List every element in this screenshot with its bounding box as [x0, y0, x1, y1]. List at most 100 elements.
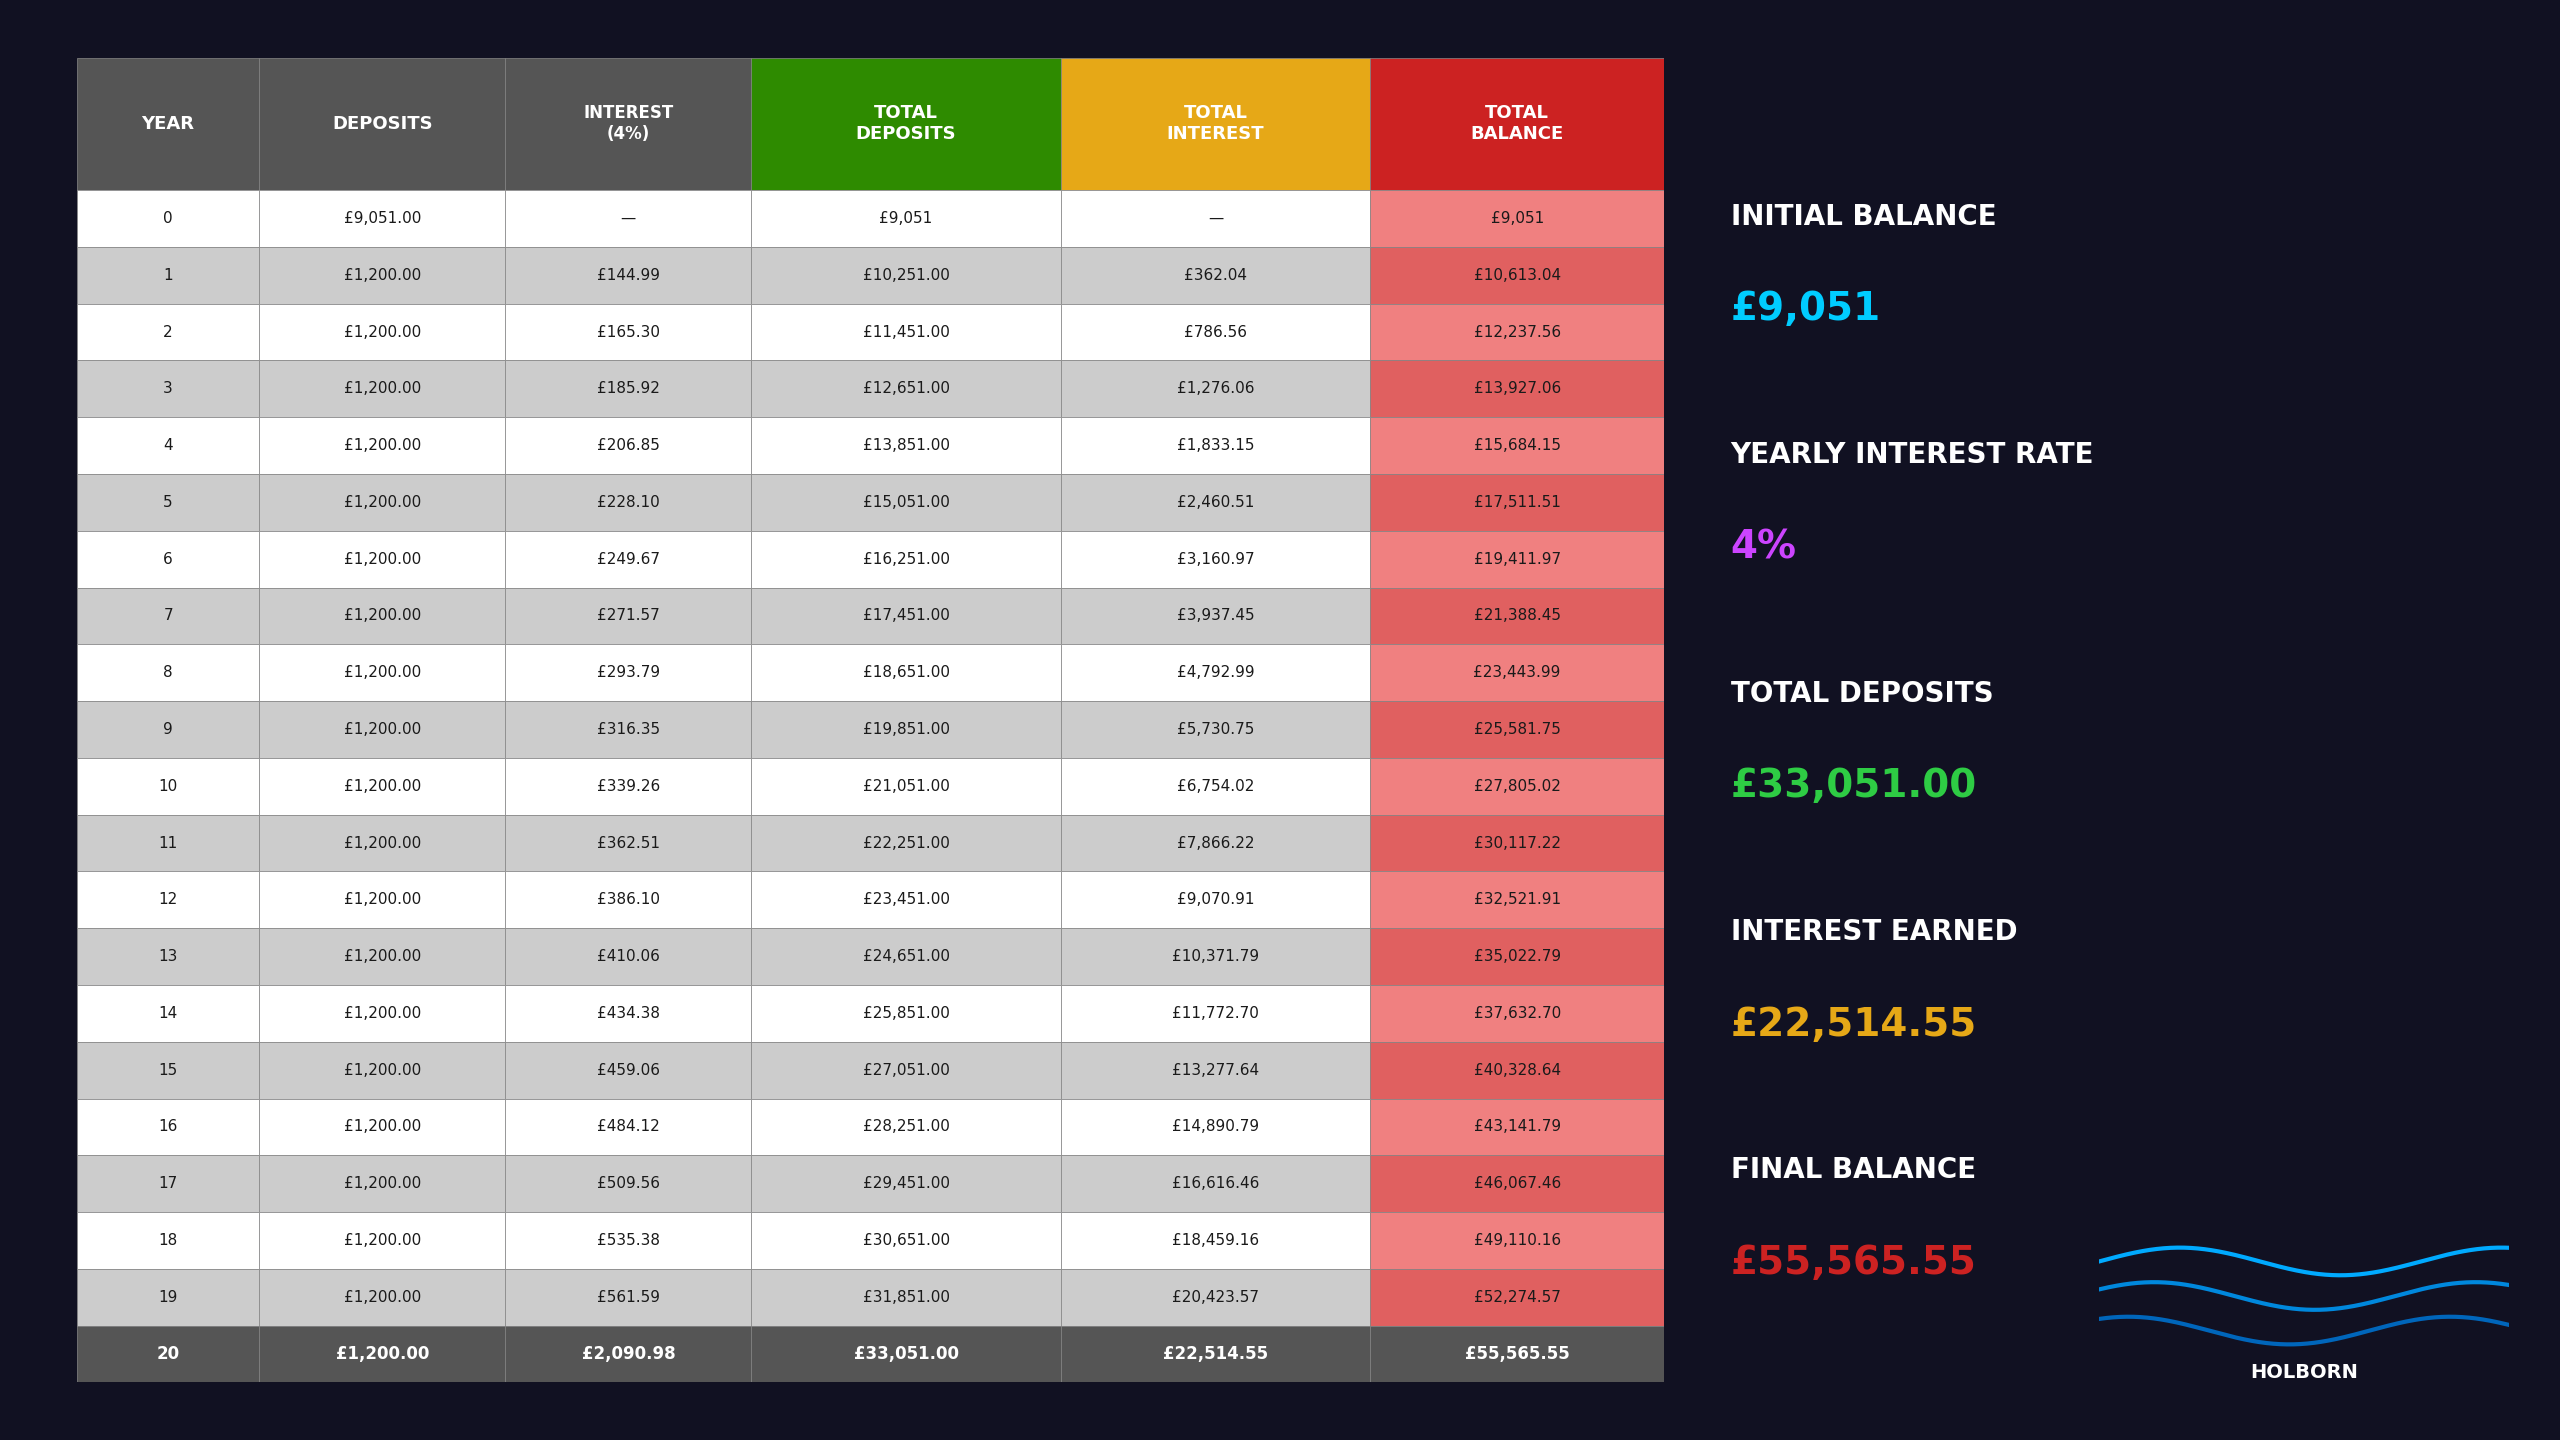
- FancyBboxPatch shape: [504, 644, 753, 701]
- Text: £1,200.00: £1,200.00: [343, 1290, 420, 1305]
- FancyBboxPatch shape: [753, 418, 1060, 474]
- FancyBboxPatch shape: [77, 757, 259, 815]
- Text: TOTAL
BALANCE: TOTAL BALANCE: [1469, 105, 1564, 143]
- Text: £49,110.16: £49,110.16: [1475, 1233, 1562, 1248]
- FancyBboxPatch shape: [77, 929, 259, 985]
- FancyBboxPatch shape: [1370, 190, 1664, 246]
- Text: £1,200.00: £1,200.00: [335, 1345, 430, 1364]
- Text: TOTAL DEPOSITS: TOTAL DEPOSITS: [1731, 680, 1994, 707]
- Text: £1,200.00: £1,200.00: [343, 721, 420, 737]
- FancyBboxPatch shape: [259, 418, 504, 474]
- FancyBboxPatch shape: [1060, 985, 1370, 1041]
- Text: £12,237.56: £12,237.56: [1475, 324, 1562, 340]
- FancyBboxPatch shape: [753, 360, 1060, 418]
- Text: £14,890.79: £14,890.79: [1172, 1119, 1260, 1135]
- Text: —: —: [620, 212, 635, 226]
- Text: 7: 7: [164, 609, 174, 624]
- Text: £29,451.00: £29,451.00: [863, 1176, 950, 1191]
- Text: £293.79: £293.79: [596, 665, 660, 680]
- FancyBboxPatch shape: [1370, 757, 1664, 815]
- FancyBboxPatch shape: [77, 58, 259, 190]
- FancyBboxPatch shape: [753, 304, 1060, 360]
- Text: 6: 6: [164, 552, 174, 566]
- Text: £1,200.00: £1,200.00: [343, 268, 420, 282]
- FancyBboxPatch shape: [259, 701, 504, 757]
- Text: £535.38: £535.38: [596, 1233, 660, 1248]
- FancyBboxPatch shape: [1370, 929, 1664, 985]
- Text: £9,051: £9,051: [881, 212, 932, 226]
- Text: £1,276.06: £1,276.06: [1178, 382, 1254, 396]
- Text: £484.12: £484.12: [596, 1119, 660, 1135]
- FancyBboxPatch shape: [77, 1099, 259, 1155]
- Text: £316.35: £316.35: [596, 721, 660, 737]
- FancyBboxPatch shape: [753, 1155, 1060, 1212]
- FancyBboxPatch shape: [77, 1041, 259, 1099]
- FancyBboxPatch shape: [259, 644, 504, 701]
- FancyBboxPatch shape: [1060, 588, 1370, 644]
- FancyBboxPatch shape: [504, 360, 753, 418]
- FancyBboxPatch shape: [504, 1269, 753, 1326]
- FancyBboxPatch shape: [77, 1326, 259, 1382]
- Text: £24,651.00: £24,651.00: [863, 949, 950, 963]
- Text: £362.51: £362.51: [596, 835, 660, 851]
- Text: £55,565.55: £55,565.55: [1464, 1345, 1569, 1364]
- Text: 0: 0: [164, 212, 174, 226]
- FancyBboxPatch shape: [1060, 531, 1370, 588]
- FancyBboxPatch shape: [504, 1212, 753, 1269]
- Text: £4,792.99: £4,792.99: [1178, 665, 1254, 680]
- FancyBboxPatch shape: [753, 757, 1060, 815]
- FancyBboxPatch shape: [753, 1099, 1060, 1155]
- FancyBboxPatch shape: [1370, 304, 1664, 360]
- FancyBboxPatch shape: [259, 304, 504, 360]
- Text: 9: 9: [164, 721, 174, 737]
- FancyBboxPatch shape: [1060, 1155, 1370, 1212]
- FancyBboxPatch shape: [753, 58, 1060, 190]
- Text: 18: 18: [159, 1233, 177, 1248]
- Text: £1,200.00: £1,200.00: [343, 438, 420, 454]
- FancyBboxPatch shape: [1060, 58, 1370, 190]
- Text: 20: 20: [156, 1345, 179, 1364]
- FancyBboxPatch shape: [259, 1269, 504, 1326]
- FancyBboxPatch shape: [1060, 190, 1370, 246]
- FancyBboxPatch shape: [77, 304, 259, 360]
- Text: £37,632.70: £37,632.70: [1475, 1007, 1562, 1021]
- Text: £1,200.00: £1,200.00: [343, 893, 420, 907]
- FancyBboxPatch shape: [259, 1099, 504, 1155]
- Text: £10,251.00: £10,251.00: [863, 268, 950, 282]
- FancyBboxPatch shape: [753, 701, 1060, 757]
- Text: £1,200.00: £1,200.00: [343, 609, 420, 624]
- Text: £23,451.00: £23,451.00: [863, 893, 950, 907]
- Text: £17,451.00: £17,451.00: [863, 609, 950, 624]
- Text: £7,866.22: £7,866.22: [1178, 835, 1254, 851]
- Text: £561.59: £561.59: [596, 1290, 660, 1305]
- Text: £13,927.06: £13,927.06: [1475, 382, 1562, 396]
- FancyBboxPatch shape: [753, 929, 1060, 985]
- FancyBboxPatch shape: [259, 1155, 504, 1212]
- FancyBboxPatch shape: [77, 418, 259, 474]
- FancyBboxPatch shape: [753, 1326, 1060, 1382]
- FancyBboxPatch shape: [1370, 644, 1664, 701]
- FancyBboxPatch shape: [259, 190, 504, 246]
- Text: INTEREST
(4%): INTEREST (4%): [584, 105, 673, 143]
- Text: £23,443.99: £23,443.99: [1475, 665, 1562, 680]
- FancyBboxPatch shape: [504, 1155, 753, 1212]
- FancyBboxPatch shape: [1370, 588, 1664, 644]
- Text: £1,200.00: £1,200.00: [343, 382, 420, 396]
- Text: £2,460.51: £2,460.51: [1178, 495, 1254, 510]
- Text: £3,160.97: £3,160.97: [1178, 552, 1254, 566]
- FancyBboxPatch shape: [1060, 1099, 1370, 1155]
- FancyBboxPatch shape: [504, 304, 753, 360]
- Text: £12,651.00: £12,651.00: [863, 382, 950, 396]
- Text: HOLBORN: HOLBORN: [2250, 1362, 2358, 1381]
- FancyBboxPatch shape: [77, 1155, 259, 1212]
- FancyBboxPatch shape: [77, 360, 259, 418]
- FancyBboxPatch shape: [1060, 701, 1370, 757]
- FancyBboxPatch shape: [259, 815, 504, 871]
- Text: £55,565.55: £55,565.55: [1731, 1244, 1976, 1282]
- FancyBboxPatch shape: [504, 58, 753, 190]
- FancyBboxPatch shape: [1370, 1269, 1664, 1326]
- Text: £1,200.00: £1,200.00: [343, 1176, 420, 1191]
- FancyBboxPatch shape: [77, 985, 259, 1041]
- FancyBboxPatch shape: [77, 644, 259, 701]
- Text: £339.26: £339.26: [596, 779, 660, 793]
